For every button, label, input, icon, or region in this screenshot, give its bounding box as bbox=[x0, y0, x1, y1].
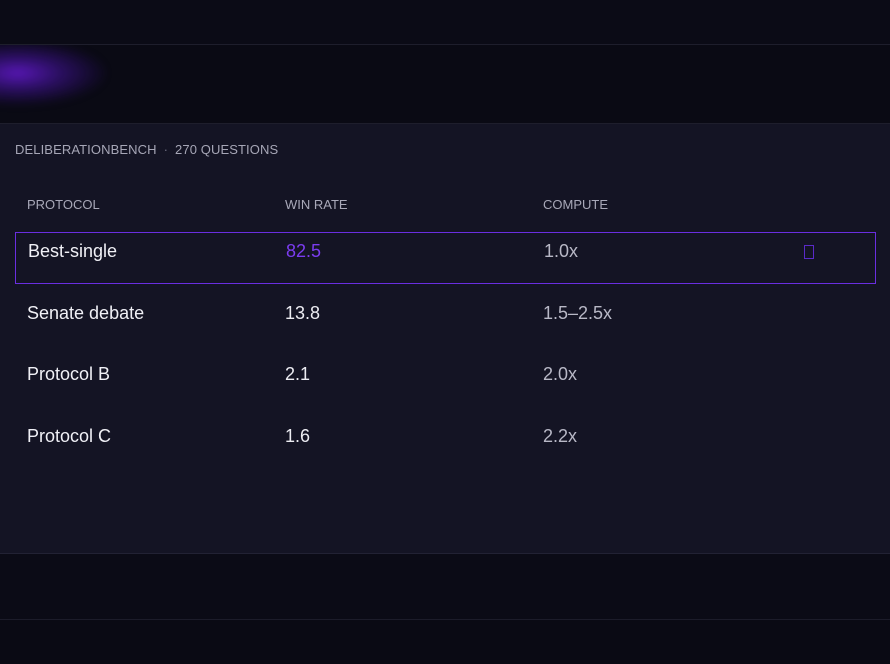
check-box-icon[interactable] bbox=[804, 245, 814, 259]
accent-glow bbox=[0, 45, 105, 105]
protocol-name: Best-single bbox=[28, 240, 118, 261]
compute-value: 2.2x bbox=[543, 426, 578, 446]
question-count: 270 QUESTIONS bbox=[175, 142, 279, 157]
top-bar bbox=[0, 0, 890, 45]
compute-value: 2.0x bbox=[543, 364, 578, 384]
protocol-name: Senate debate bbox=[27, 303, 145, 323]
bottom-bar bbox=[0, 554, 890, 620]
protocol-name: Protocol B bbox=[27, 364, 111, 384]
compute-value: 1.5–2.5x bbox=[543, 303, 613, 323]
table-row-protocol-c[interactable]: Protocol C 1.6 2.2x bbox=[15, 417, 876, 469]
column-header-win-rate[interactable]: WIN RATE bbox=[285, 197, 348, 212]
hero-band bbox=[0, 45, 890, 124]
column-header-compute[interactable]: COMPUTE bbox=[543, 197, 608, 212]
benchmark-caption: DELIBERATIONBENCH · 270 QUESTIONS bbox=[15, 142, 278, 157]
results-panel: DELIBERATIONBENCH · 270 QUESTIONS PROTOCOL… bbox=[0, 124, 890, 554]
caption-separator: · bbox=[163, 142, 169, 157]
win-rate-value: 13.8 bbox=[285, 303, 321, 323]
table-row-senate-debate[interactable]: Senate debate 13.8 1.5–2.5x bbox=[15, 294, 876, 346]
protocol-name: Protocol C bbox=[27, 426, 112, 446]
table-row-best-single[interactable]: Best-single 82.5 1.0x bbox=[15, 232, 876, 284]
win-rate-value: 82.5 bbox=[286, 240, 322, 261]
table-row-protocol-b[interactable]: Protocol B 2.1 2.0x bbox=[15, 355, 876, 407]
win-rate-value: 2.1 bbox=[285, 364, 311, 384]
benchmark-name: DELIBERATIONBENCH bbox=[15, 142, 157, 157]
win-rate-value: 1.6 bbox=[285, 426, 311, 446]
column-header-protocol[interactable]: PROTOCOL bbox=[27, 197, 100, 212]
compute-value: 1.0x bbox=[544, 240, 579, 261]
